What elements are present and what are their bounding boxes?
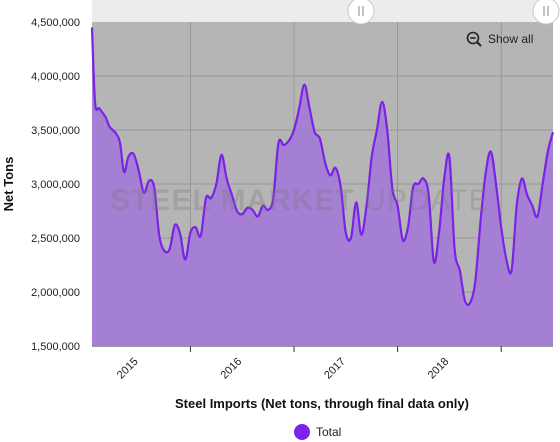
- legend-swatch: [294, 424, 310, 440]
- x-axis-ticks: 2015 2016 2017 2018: [115, 346, 502, 382]
- x-tick-label: 2016: [219, 356, 245, 382]
- series-area-total: [92, 27, 553, 347]
- x-tick-label: 2017: [322, 356, 348, 382]
- legend-label: Total: [316, 425, 342, 439]
- y-tick-label: 1,500,000: [31, 341, 80, 353]
- navigator-handle[interactable]: [532, 0, 560, 25]
- y-tick-label: 4,500,000: [31, 17, 80, 29]
- navigator-bar[interactable]: [92, 0, 553, 22]
- x-tick-label: 2018: [426, 356, 452, 382]
- y-axis-ticks: 1,500,000 2,000,000 2,500,000 3,000,000 3,50…: [31, 17, 80, 353]
- x-tick-label: 2015: [115, 356, 141, 382]
- show-all-label: Show all: [488, 32, 534, 46]
- y-tick-label: 4,000,000: [31, 71, 80, 83]
- navigator-handles[interactable]: [347, 0, 560, 25]
- y-tick-label: 2,000,000: [31, 287, 80, 299]
- y-tick-label: 2,500,000: [31, 233, 80, 245]
- series-line-total[interactable]: [90, 27, 555, 307]
- y-axis-title: Net Tons: [1, 157, 16, 212]
- y-tick-label: 3,000,000: [31, 179, 80, 191]
- navigator-handle[interactable]: [347, 0, 375, 25]
- legend-item-total[interactable]: Total: [294, 424, 341, 440]
- y-tick-label: 3,500,000: [31, 125, 80, 137]
- x-axis-title: Steel Imports (Net tons, through final d…: [175, 396, 469, 411]
- zoom-out-icon: [466, 31, 482, 47]
- show-all-button[interactable]: Show all: [466, 30, 533, 48]
